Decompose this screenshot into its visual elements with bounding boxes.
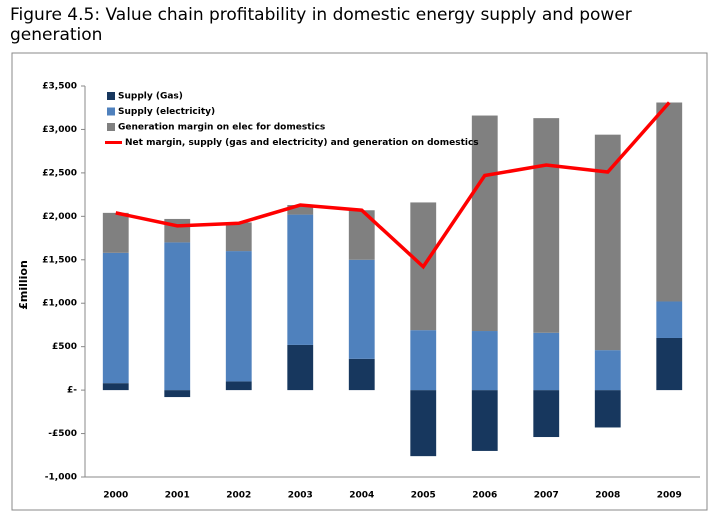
x-tick-label: 2001 xyxy=(165,491,190,501)
legend-label: Net margin, supply (gas and electricity)… xyxy=(125,138,479,148)
bar xyxy=(656,301,683,338)
bar xyxy=(225,251,252,382)
y-axis-label: £million xyxy=(17,260,30,310)
bar xyxy=(410,390,437,457)
bar xyxy=(287,205,314,215)
bar xyxy=(102,252,129,384)
bar xyxy=(348,259,375,359)
y-tick-label: £2,500 xyxy=(42,168,77,178)
bar xyxy=(287,214,314,345)
bar xyxy=(287,344,314,391)
legend-swatch xyxy=(107,92,115,100)
bar xyxy=(164,242,191,391)
x-tick-label: 2000 xyxy=(103,491,128,501)
x-tick-label: 2003 xyxy=(288,491,313,501)
x-tick-label: 2008 xyxy=(595,491,620,501)
y-tick-label: £1,500 xyxy=(42,255,77,265)
x-tick-label: 2006 xyxy=(472,491,497,501)
bar xyxy=(471,390,498,451)
bar xyxy=(164,390,191,398)
bar xyxy=(533,118,560,333)
bar xyxy=(471,115,498,332)
y-tick-label: £3,500 xyxy=(42,82,77,92)
x-tick-label: 2002 xyxy=(226,491,251,501)
legend-label: Supply (Gas) xyxy=(118,92,183,102)
bar xyxy=(656,102,683,302)
x-tick-label: 2005 xyxy=(411,491,436,501)
legend-swatch xyxy=(107,107,115,116)
bar xyxy=(471,331,498,391)
bar xyxy=(348,358,375,391)
y-tick-label: £3,000 xyxy=(42,125,77,135)
bar xyxy=(102,212,129,253)
bar xyxy=(594,350,621,391)
bar xyxy=(594,390,621,428)
y-tick-label: £1,000 xyxy=(42,299,77,309)
y-tick-label: £500 xyxy=(52,342,77,352)
chart-title: Figure 4.5: Value chain profitability in… xyxy=(10,5,632,45)
legend-label: Supply (electricity) xyxy=(118,107,215,117)
x-tick-label: 2009 xyxy=(657,491,682,501)
bar xyxy=(102,383,129,391)
y-tick-label: -1,000 xyxy=(45,473,77,483)
y-tick-label: £- xyxy=(67,386,77,396)
line xyxy=(115,101,671,270)
y-tick-label: -£500 xyxy=(48,429,77,439)
bar xyxy=(225,222,252,252)
y-tick-label: £2,000 xyxy=(42,212,77,222)
bar xyxy=(656,337,683,391)
bar xyxy=(225,381,252,391)
x-tick-label: 2007 xyxy=(534,491,559,501)
legend-swatch xyxy=(107,123,115,131)
bar xyxy=(410,330,437,391)
bar xyxy=(533,390,560,438)
x-tick-label: 2004 xyxy=(349,491,374,501)
bar xyxy=(594,134,621,351)
legend-label: Generation margin on elec for domestics xyxy=(118,123,325,133)
bar xyxy=(533,332,560,391)
